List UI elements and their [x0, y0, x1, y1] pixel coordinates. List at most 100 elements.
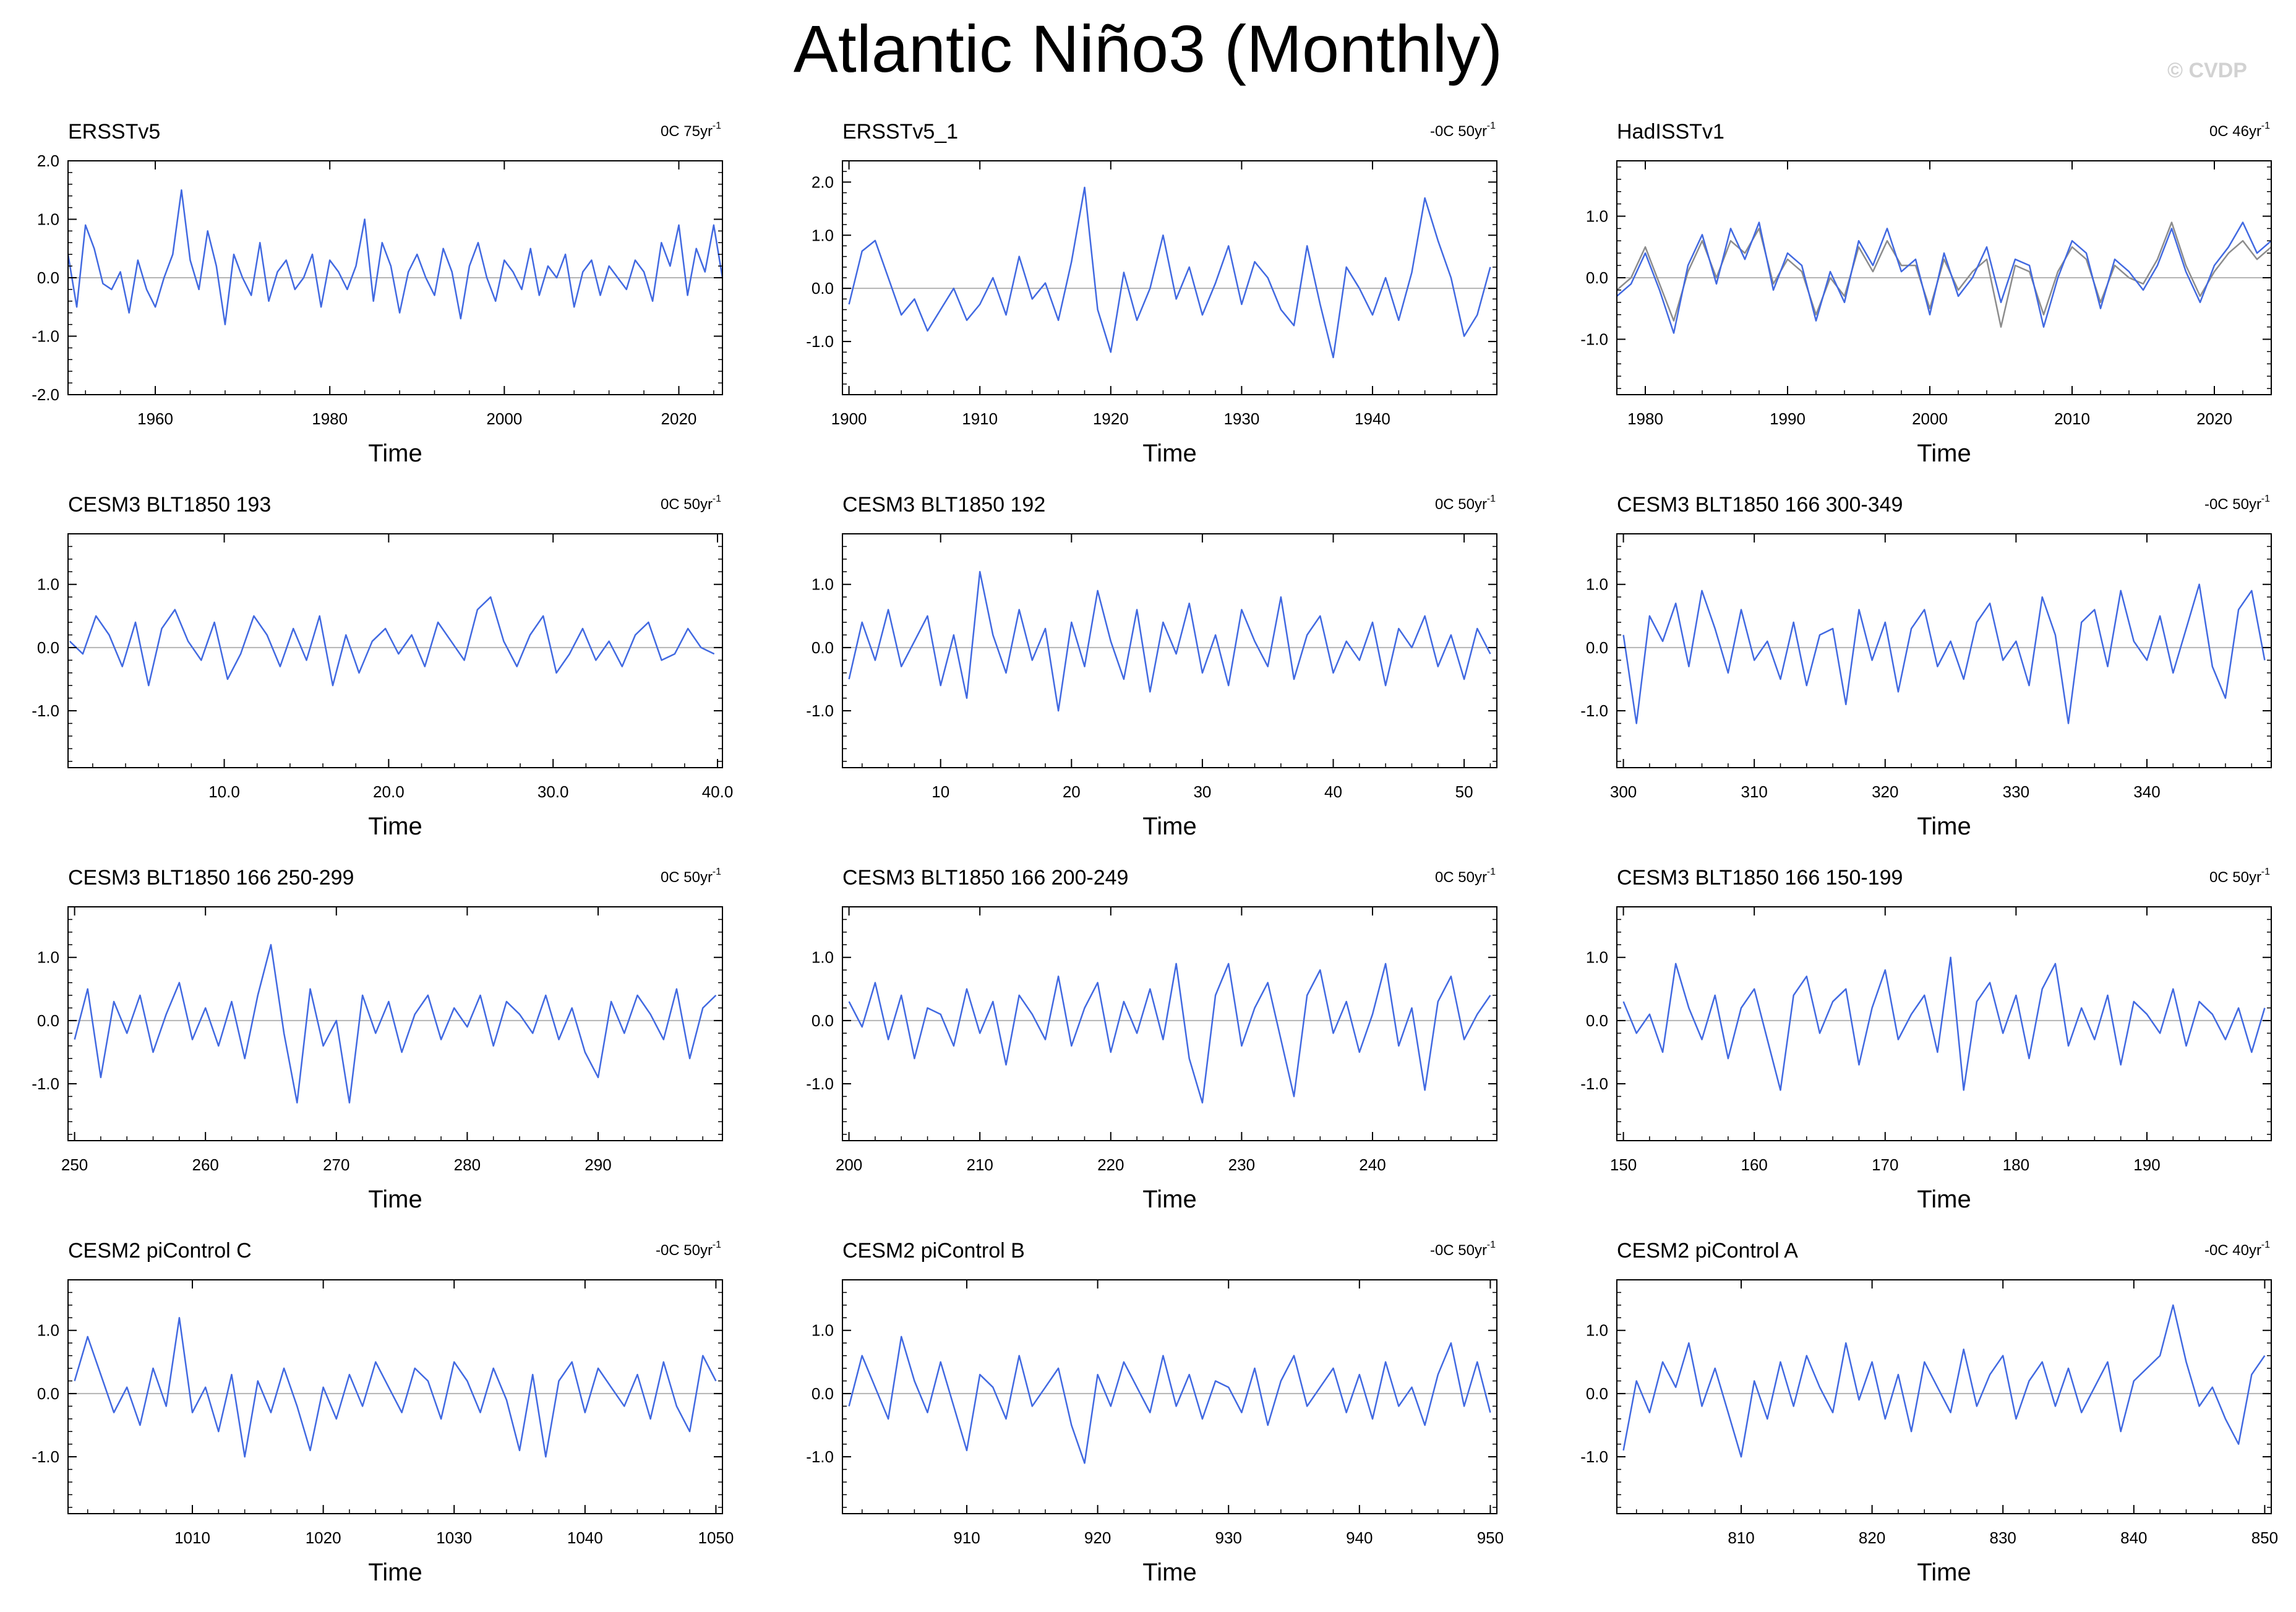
x-tick-label: 1930: [1223, 409, 1259, 428]
panel-4: CESM3 BLT1850 193 0C 50yr -1 10.0 20.0 30.0 40…: [32, 493, 733, 840]
x-axis-label: Time: [1917, 1186, 1971, 1213]
x-tick-label: 10.0: [208, 782, 240, 801]
panel-stat-superscript: -1: [713, 494, 721, 504]
plot-frame: [1616, 533, 2272, 768]
panel-title: ERSSTv5: [68, 120, 160, 144]
plot-frame: [842, 906, 1497, 1141]
x-tick-label: 330: [2003, 782, 2029, 801]
series-line: [848, 962, 1491, 1104]
x-axis-label: Time: [1917, 1559, 1971, 1586]
series-line: [1622, 1304, 2266, 1458]
y-tick-label: 2.0: [37, 152, 59, 170]
x-tick-label: 1910: [962, 409, 998, 428]
y-tick-label: -1.0: [1580, 701, 1608, 720]
x-tick-label: 830: [1990, 1528, 2016, 1547]
panel-stat-label: 0C 46yr: [2209, 123, 2261, 140]
y-tick-label: 0.0: [1586, 1384, 1608, 1403]
panel-title: CESM3 BLT1850 193: [68, 493, 271, 517]
y-tick-label: 0.0: [37, 268, 59, 287]
x-tick-label: 2010: [2054, 409, 2090, 428]
panel-stat-label: -0C 50yr: [656, 1242, 713, 1259]
x-tick-label: 2020: [2196, 409, 2232, 428]
y-tick-label: -1.0: [806, 701, 834, 720]
panel-stat-label: 0C 50yr: [2209, 869, 2261, 886]
x-tick-label: 1940: [1355, 409, 1390, 428]
panel-title: CESM2 piControl A: [1617, 1239, 1798, 1263]
y-tick-label: -1.0: [1580, 1447, 1608, 1466]
x-tick-label: 240: [1359, 1155, 1386, 1174]
series-line: [1622, 583, 2266, 724]
x-tick-label: 270: [323, 1155, 349, 1174]
x-tick-label: 2000: [486, 409, 522, 428]
panel-stat-superscript: -1: [713, 121, 721, 131]
x-tick-label: 50: [1455, 782, 1473, 801]
x-tick-label: 160: [1741, 1155, 1767, 1174]
x-tick-label: 850: [2251, 1528, 2278, 1547]
y-tick-label: -2.0: [32, 385, 59, 404]
panel-stat-superscript: -1: [1487, 1240, 1496, 1250]
x-tick-label: 1920: [1093, 409, 1129, 428]
x-tick-label: 1040: [567, 1528, 603, 1547]
series-line: [848, 571, 1491, 712]
y-tick-label: 1.0: [37, 210, 59, 229]
y-tick-label: 1.0: [37, 575, 59, 594]
x-tick-label: 1010: [174, 1528, 210, 1547]
panel-11: CESM2 piControl B -0C 50yr -1 910 920 930 940 9…: [806, 1239, 1504, 1586]
panel-stat-superscript: -1: [1487, 867, 1496, 877]
overlay-series-line: [1617, 221, 2271, 328]
x-axis-label: Time: [368, 1186, 422, 1213]
panel-2: ERSSTv5_1 -0C 50yr -1 1900 1910 1920 1930 1940 -…: [806, 120, 1497, 467]
panel-9: CESM3 BLT1850 166 150-199 0C 50yr -1 150 160…: [1580, 866, 2272, 1213]
x-tick-label: 1030: [436, 1528, 472, 1547]
x-tick-label: 310: [1741, 782, 1767, 801]
y-tick-label: -1.0: [1580, 330, 1608, 348]
panel-title: CESM3 BLT1850 166 250-299: [68, 866, 354, 890]
x-axis-label: Time: [1142, 1559, 1196, 1586]
x-axis-label: Time: [368, 440, 422, 467]
panel-6: CESM3 BLT1850 166 300-349 -0C 50yr -1 300 31…: [1580, 493, 2272, 840]
x-tick-label: 190: [2133, 1155, 2160, 1174]
panel-stat-superscript: -1: [713, 1240, 721, 1250]
x-tick-label: 210: [966, 1155, 993, 1174]
y-tick-label: 2.0: [812, 173, 834, 191]
plot-frame: [842, 1279, 1497, 1514]
panel-stat-superscript: -1: [2261, 121, 2270, 131]
series-line: [68, 189, 722, 325]
panel-stat-label: 0C 75yr: [661, 123, 713, 140]
x-axis-label: Time: [368, 813, 422, 840]
panel-stat-label: 0C 50yr: [661, 869, 713, 886]
y-tick-label: 1.0: [812, 948, 834, 967]
panel-title: CESM3 BLT1850 166 150-199: [1617, 866, 1903, 890]
panel-title: CESM2 piControl B: [842, 1239, 1025, 1263]
y-tick-label: -1.0: [32, 1074, 59, 1093]
y-tick-label: 0.0: [37, 1011, 59, 1030]
x-tick-label: 220: [1097, 1155, 1124, 1174]
panel-stat-superscript: -1: [2261, 494, 2270, 504]
panel-title: CESM2 piControl C: [68, 1239, 252, 1263]
x-tick-label: 40.0: [702, 782, 734, 801]
x-tick-label: 230: [1228, 1155, 1255, 1174]
y-tick-label: 1.0: [812, 1321, 834, 1340]
series-line: [69, 596, 715, 687]
panel-stat-label: -0C 50yr: [1430, 123, 1487, 140]
panel-8: CESM3 BLT1850 166 200-249 0C 50yr -1 200 210…: [806, 866, 1497, 1213]
x-tick-label: 180: [2003, 1155, 2029, 1174]
series-line: [74, 1317, 717, 1458]
y-tick-label: -1.0: [32, 701, 59, 720]
y-tick-label: -1.0: [806, 332, 834, 351]
panel-stat-superscript: -1: [2261, 867, 2270, 877]
panel-stat-label: -0C 50yr: [1430, 1242, 1487, 1259]
panel-stat-label: -0C 50yr: [2204, 496, 2261, 513]
x-tick-label: 1960: [137, 409, 173, 428]
panel-stat-label: 0C 50yr: [661, 496, 713, 513]
plot-frame: [842, 533, 1497, 768]
x-tick-label: 1020: [306, 1528, 341, 1547]
x-tick-label: 290: [585, 1155, 611, 1174]
x-tick-label: 250: [61, 1155, 88, 1174]
x-tick-label: 40: [1324, 782, 1342, 801]
x-tick-label: 10: [932, 782, 949, 801]
x-axis-label: Time: [1142, 440, 1196, 467]
panel-title: HadISSTv1: [1617, 120, 1724, 144]
x-axis-label: Time: [1917, 813, 1971, 840]
